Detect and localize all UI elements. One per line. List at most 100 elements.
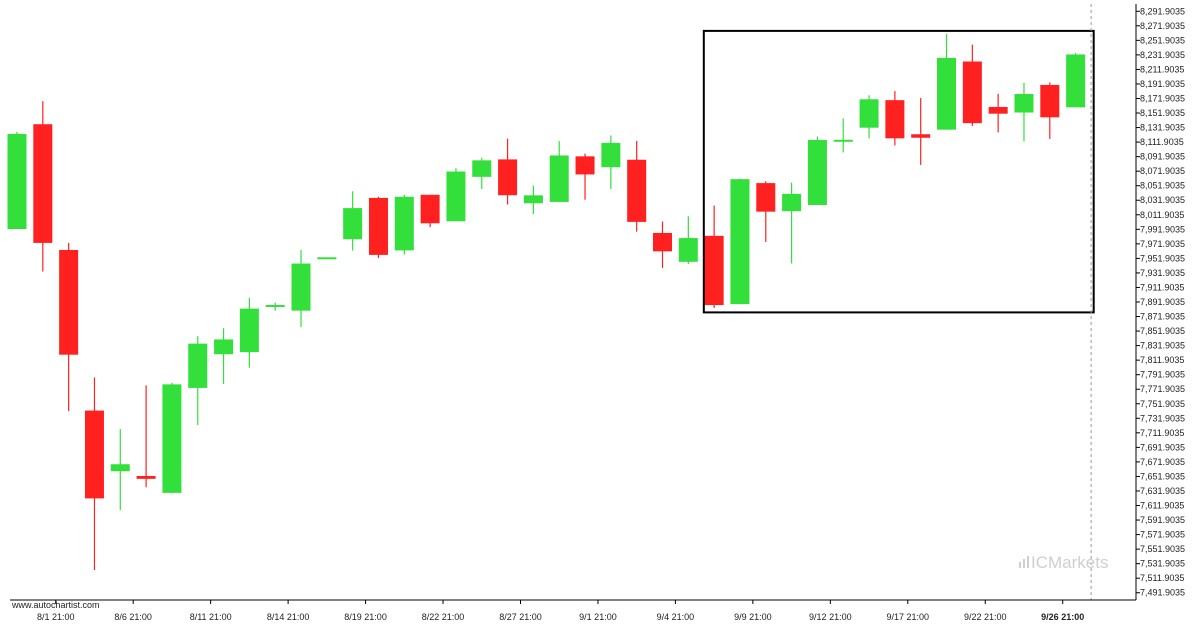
x-tick-label: 8/6 21:00 [114, 612, 152, 622]
candle-body [601, 142, 621, 168]
candle-body [962, 61, 982, 124]
y-tick-label: 7,991.9035 [1140, 224, 1185, 234]
y-tick-label: 7,931.9035 [1140, 268, 1185, 278]
candle-body [84, 410, 104, 499]
candle-body [7, 133, 27, 230]
y-tick-label: 8,291.9035 [1140, 6, 1185, 16]
candle-body [885, 100, 905, 139]
y-tick-label: 7,751.9035 [1140, 399, 1185, 409]
candle-body [549, 155, 569, 202]
candle-body [368, 197, 388, 255]
y-tick-label: 7,811.9035 [1140, 355, 1184, 365]
candle-body [33, 124, 53, 243]
brand-bars-icon [1019, 556, 1029, 568]
x-tick-label: 9/17 21:00 [887, 612, 930, 622]
candle-body [1014, 93, 1034, 113]
y-tick-label: 7,531.9035 [1140, 559, 1185, 569]
candle-body [833, 139, 853, 142]
y-tick-label: 7,591.9035 [1140, 515, 1185, 525]
y-tick-label: 7,851.9035 [1140, 326, 1185, 336]
candle [136, 385, 156, 488]
candle [523, 185, 543, 214]
candle-body [110, 464, 130, 472]
candle-body [523, 195, 543, 204]
candle-body [214, 339, 234, 355]
x-tick-label: 8/19 21:00 [344, 612, 387, 622]
candle [678, 216, 698, 265]
y-tick-label: 7,951.9035 [1140, 253, 1185, 263]
candle-body [239, 308, 259, 353]
candle-body [756, 183, 776, 212]
y-tick-label: 7,691.9035 [1140, 442, 1185, 452]
y-tick-label: 8,231.9035 [1140, 50, 1185, 60]
candle [498, 138, 518, 205]
y-tick-label: 7,651.9035 [1140, 471, 1185, 481]
candle-body [446, 171, 466, 222]
y-tick-label: 8,211.9035 [1140, 64, 1184, 74]
candle-body [937, 57, 957, 130]
candle-body [265, 304, 285, 307]
candle [627, 140, 647, 232]
y-tick-label: 8,051.9035 [1140, 181, 1185, 191]
candle [343, 191, 363, 251]
x-tick-label: 8/22 21:00 [422, 612, 465, 622]
y-tick-label: 8,091.9035 [1140, 152, 1185, 162]
y-tick-label: 7,551.9035 [1140, 544, 1185, 554]
candle-body [704, 235, 724, 306]
candle-body [59, 249, 79, 355]
y-tick-label: 7,891.9035 [1140, 297, 1185, 307]
candles-layer [7, 34, 1086, 571]
y-tick-label: 8,251.9035 [1140, 35, 1185, 45]
candle-body [782, 193, 802, 212]
candle [937, 34, 957, 130]
candle [1066, 52, 1086, 108]
y-tick-label: 7,571.9035 [1140, 530, 1185, 540]
y-tick-label: 7,711.9035 [1140, 428, 1184, 438]
candle-body [627, 159, 647, 222]
candle-body [317, 257, 337, 260]
x-tick-label: 9/26 21:00 [1041, 612, 1084, 622]
candle [214, 328, 234, 384]
candle [188, 336, 208, 426]
x-tick-label: 8/11 21:00 [190, 612, 232, 622]
y-tick-label: 8,191.9035 [1140, 79, 1185, 89]
candle-body [394, 196, 414, 251]
candle [911, 97, 931, 165]
y-tick-label: 7,791.9035 [1140, 370, 1185, 380]
x-tick-label: 8/14 21:00 [267, 612, 310, 622]
candle-body [188, 343, 208, 388]
y-tick-label: 8,111.9035 [1140, 137, 1184, 147]
y-tick-label: 7,911.9035 [1140, 282, 1184, 292]
candle [730, 178, 750, 305]
candle-body [136, 476, 156, 479]
candle [394, 194, 414, 255]
y-tick-label: 7,831.9035 [1140, 341, 1185, 351]
candle [575, 153, 595, 200]
candle [704, 205, 724, 308]
candle [859, 95, 879, 139]
x-tick-label: 8/27 21:00 [499, 612, 542, 622]
y-tick-label: 7,491.9035 [1140, 588, 1185, 598]
candle [7, 131, 27, 230]
y-tick-label: 7,611.9035 [1140, 501, 1184, 511]
x-tick-label: 9/9 21:00 [734, 612, 772, 622]
y-tick-label: 8,271.9035 [1140, 21, 1185, 31]
candle [291, 249, 311, 328]
x-tick-label: 9/22 21:00 [964, 612, 1007, 622]
pattern-box [702, 29, 1095, 314]
candle [239, 297, 259, 368]
y-tick-label: 7,971.9035 [1140, 239, 1185, 249]
brand-suffix: Markets [1048, 553, 1108, 572]
candle [446, 168, 466, 222]
brand-watermark: ICMarkets [1019, 553, 1108, 572]
candle [110, 429, 130, 511]
candle [1040, 82, 1060, 139]
y-tick-label: 7,871.9035 [1140, 312, 1185, 322]
y-tick-label: 8,071.9035 [1140, 166, 1185, 176]
overlay-layer [702, 4, 1095, 600]
candle [782, 182, 802, 264]
y-tick-label: 8,131.9035 [1140, 123, 1185, 133]
candle-body [859, 99, 879, 128]
candle [653, 221, 672, 268]
